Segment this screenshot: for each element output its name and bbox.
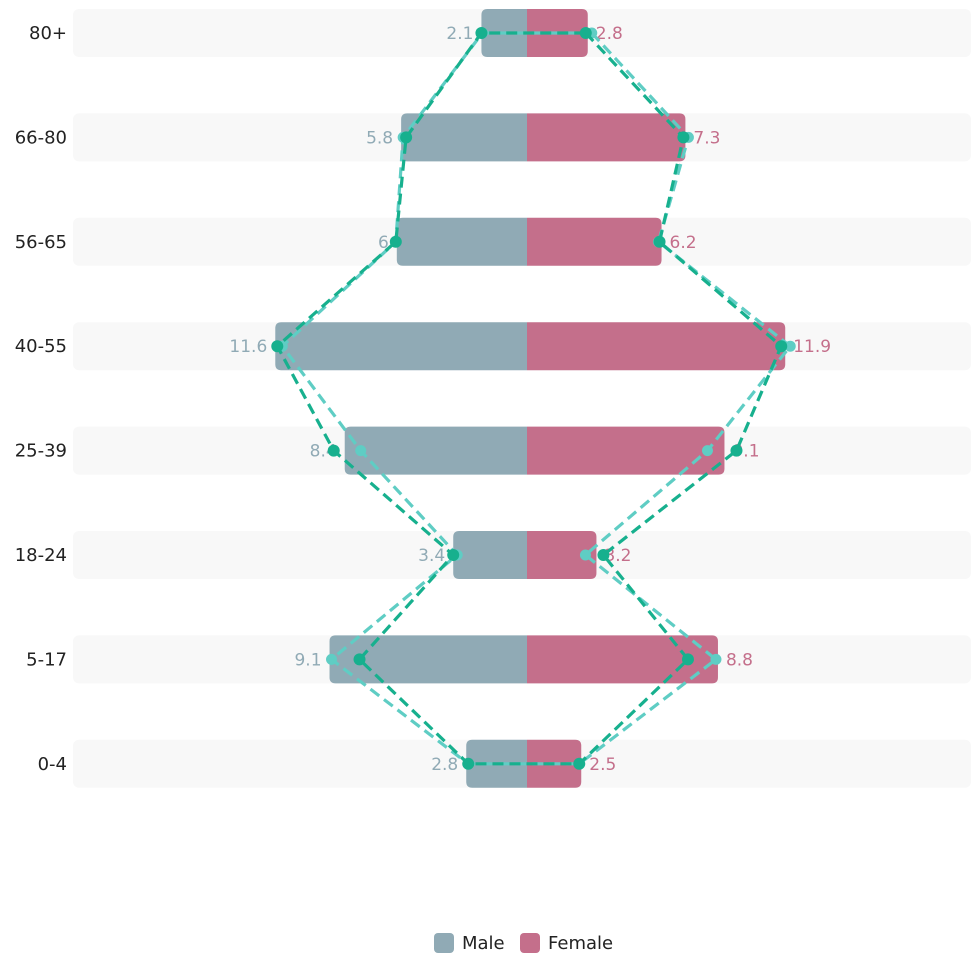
overlay-line-dark-marker[interactable]: [400, 131, 413, 144]
bar-male[interactable]: [344, 426, 527, 475]
category-labels: 80+ 66-80 56-65 40-55 25-39 18-24 5-17 0-4: [15, 23, 67, 775]
overlay-lines: [271, 27, 796, 770]
value-label-female: 3.2: [604, 546, 631, 566]
bars: [275, 9, 786, 788]
overlay-line-dark-marker[interactable]: [447, 549, 460, 561]
value-label-male: 5.8: [366, 128, 393, 148]
category-label: 40-55: [15, 336, 67, 357]
value-label-female: 6.2: [670, 233, 697, 253]
value-label-female: 2.5: [589, 755, 616, 775]
overlay-line-dark-marker[interactable]: [775, 340, 788, 353]
overlay-line-dark-marker[interactable]: [579, 27, 592, 39]
overlay-line-dark-marker[interactable]: [327, 444, 340, 457]
overlay-line-light-marker[interactable]: [784, 340, 796, 352]
bar-male[interactable]: [401, 113, 527, 162]
category-label: 25-39: [15, 441, 67, 462]
overlay-line-light-marker[interactable]: [579, 549, 591, 561]
bar-male[interactable]: [396, 217, 527, 266]
bar-female[interactable]: [527, 113, 686, 162]
value-labels: 2.1 2.85.8 7.36 6.211.6 11.98.4 9.13.4 3.29.1 8…: [229, 24, 831, 775]
overlay-line-dark-marker[interactable]: [653, 235, 666, 248]
overlay-line-dark-marker[interactable]: [462, 757, 475, 770]
overlay-line-light-marker[interactable]: [326, 653, 338, 665]
category-label: 18-24: [15, 545, 67, 566]
overlay-line-light-marker[interactable]: [710, 653, 722, 665]
value-label-female: 2.8: [596, 24, 623, 44]
category-label: 56-65: [15, 232, 67, 253]
legend-label-female[interactable]: Female: [548, 933, 613, 954]
overlay-line-light-marker[interactable]: [701, 445, 713, 457]
bar-male[interactable]: [329, 635, 527, 684]
overlay-line-dark-marker[interactable]: [573, 757, 586, 770]
bar-male[interactable]: [275, 322, 527, 371]
overlay-line-dark-marker[interactable]: [677, 131, 690, 144]
overlay-line-light-marker[interactable]: [355, 445, 367, 457]
bar-male[interactable]: [453, 531, 527, 579]
legend: Male Female: [434, 933, 613, 954]
overlay-line-dark-marker[interactable]: [730, 444, 743, 457]
bar-female[interactable]: [527, 426, 725, 475]
legend-swatch-female[interactable]: [520, 933, 540, 953]
value-label-female: 7.3: [693, 128, 720, 148]
bar-female[interactable]: [527, 322, 786, 371]
value-label-female: 8.8: [726, 650, 753, 670]
overlay-line-dark-marker[interactable]: [389, 235, 402, 248]
bar-female[interactable]: [527, 217, 662, 266]
value-label-male: 3.4: [418, 546, 445, 566]
value-label-male: 2.1: [446, 24, 473, 44]
legend-label-male[interactable]: Male: [462, 933, 505, 954]
value-label-male: 6: [378, 233, 389, 253]
overlay-line-dark-marker[interactable]: [353, 653, 366, 666]
bar-female[interactable]: [527, 531, 597, 579]
category-label: 66-80: [15, 127, 67, 148]
bar-female[interactable]: [527, 635, 718, 684]
overlay-line-dark-marker[interactable]: [597, 549, 610, 561]
overlay-line-dark-marker[interactable]: [681, 653, 694, 666]
category-label: 0-4: [38, 754, 67, 775]
category-label: 5-17: [26, 649, 67, 670]
value-label-male: 2.8: [431, 755, 458, 775]
overlay-line-dark-marker[interactable]: [475, 27, 488, 39]
legend-swatch-male[interactable]: [434, 933, 454, 953]
value-label-female: 11.9: [793, 337, 831, 357]
value-label-male: 11.6: [229, 337, 267, 357]
overlay-line-dark-marker[interactable]: [271, 340, 284, 353]
category-label: 80+: [29, 23, 67, 44]
value-label-male: 9.1: [294, 650, 321, 670]
